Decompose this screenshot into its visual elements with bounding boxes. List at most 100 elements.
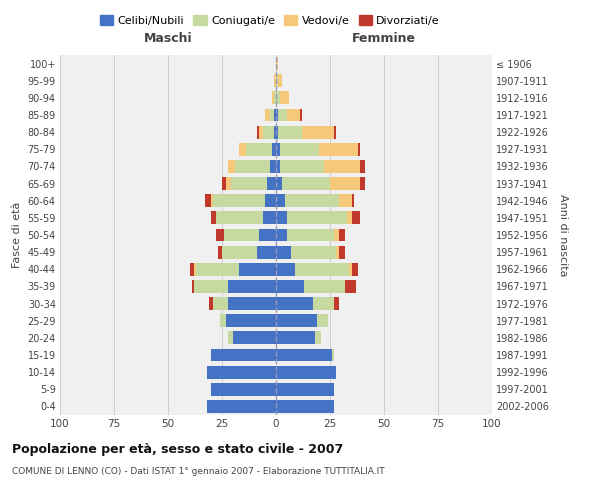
Bar [272,143,276,156]
Bar [280,143,319,156]
Bar [246,143,272,156]
Bar [218,246,222,258]
Bar [302,126,334,138]
Bar [276,348,332,362]
Bar [315,332,322,344]
Bar [259,126,263,138]
Bar [259,228,276,241]
Bar [215,228,224,241]
Bar [211,212,215,224]
Bar [334,297,338,310]
Bar [272,92,274,104]
Bar [284,194,338,207]
Bar [345,280,356,293]
Bar [235,160,269,173]
Text: Popolazione per età, sesso e stato civile - 2007: Popolazione per età, sesso e stato civil… [12,442,343,456]
Bar [337,246,338,258]
Bar [352,263,358,276]
Bar [274,108,276,122]
Bar [313,297,334,310]
Bar [276,74,278,87]
Bar [276,212,287,224]
Bar [352,212,360,224]
Bar [276,263,295,276]
Bar [229,297,276,310]
Bar [268,177,276,190]
Bar [263,126,274,138]
Text: Maschi: Maschi [143,32,193,44]
Bar [226,177,230,190]
Bar [352,194,354,207]
Bar [211,348,276,362]
Bar [265,194,276,207]
Bar [207,366,276,378]
Bar [222,177,226,190]
Bar [276,126,278,138]
Bar [278,108,287,122]
Bar [276,400,334,413]
Bar [239,263,276,276]
Bar [319,143,358,156]
Bar [287,108,300,122]
Bar [332,348,334,362]
Legend: Celibi/Nubili, Coniugati/e, Vedovi/e, Divorziati/e: Celibi/Nubili, Coniugati/e, Vedovi/e, Di… [95,10,445,30]
Bar [205,194,211,207]
Bar [276,177,283,190]
Bar [257,126,259,138]
Bar [278,74,283,87]
Bar [280,92,289,104]
Bar [291,246,337,258]
Bar [229,280,276,293]
Bar [276,332,315,344]
Bar [230,177,268,190]
Bar [265,108,269,122]
Bar [274,126,276,138]
Bar [220,314,226,327]
Bar [338,228,345,241]
Bar [283,177,330,190]
Y-axis label: Anni di nascita: Anni di nascita [559,194,568,276]
Bar [276,280,304,293]
Bar [280,160,323,173]
Bar [274,92,276,104]
Bar [300,108,302,122]
Bar [323,160,360,173]
Bar [207,400,276,413]
Bar [214,297,229,310]
Bar [229,332,233,344]
Bar [276,228,287,241]
Bar [317,314,328,327]
Bar [276,314,317,327]
Text: COMUNE DI LENNO (CO) - Dati ISTAT 1° gennaio 2007 - Elaborazione TUTTITALIA.IT: COMUNE DI LENNO (CO) - Dati ISTAT 1° gen… [12,468,385,476]
Bar [229,160,235,173]
Bar [360,160,365,173]
Bar [276,246,291,258]
Bar [358,143,360,156]
Bar [349,263,352,276]
Bar [224,228,259,241]
Bar [196,263,239,276]
Bar [287,212,347,224]
Bar [211,383,276,396]
Bar [194,280,229,293]
Bar [276,194,284,207]
Bar [276,366,337,378]
Bar [209,297,214,310]
Bar [215,212,263,224]
Bar [222,246,257,258]
Bar [269,160,276,173]
Bar [347,212,352,224]
Bar [239,143,246,156]
Bar [263,212,276,224]
Bar [360,177,365,190]
Bar [334,228,338,241]
Bar [295,263,349,276]
Bar [274,74,276,87]
Bar [338,194,352,207]
Bar [287,228,334,241]
Bar [214,194,265,207]
Bar [226,314,276,327]
Bar [233,332,276,344]
Bar [211,194,214,207]
Text: Femmine: Femmine [352,32,416,44]
